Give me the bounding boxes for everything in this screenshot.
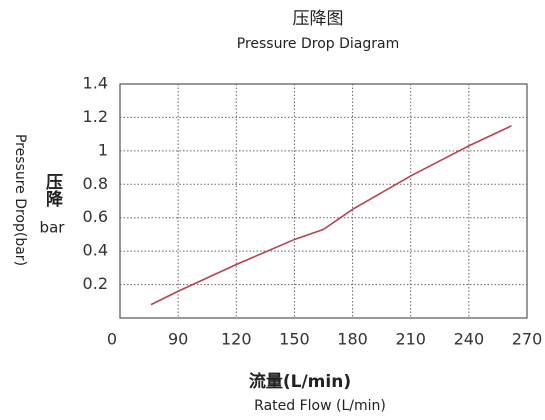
y-tick-label: 0.2 — [83, 274, 108, 293]
x-tick-label: 120 — [221, 330, 252, 349]
x-tick-label: 180 — [337, 330, 368, 349]
x-tick-label: 0 — [107, 330, 117, 349]
y-tick-label: 0.4 — [83, 241, 108, 260]
x-tick-label: 90 — [168, 330, 188, 349]
y-tick-label: 0.6 — [83, 207, 108, 226]
data-line — [150, 125, 512, 306]
x-axis-label: 流量(L/min) — [249, 371, 351, 392]
y-axis-label-cn: 压降 — [42, 173, 63, 208]
chart-title: 压降图 — [293, 9, 344, 29]
x-tick-label: 210 — [395, 330, 426, 349]
y-tick-label: 0.8 — [83, 174, 108, 193]
x-tick-label: 150 — [279, 330, 310, 349]
x-tick-label: 270 — [512, 330, 543, 349]
x-tick-label: 240 — [454, 330, 485, 349]
x-axis-label-en: Rated Flow (L/min) — [254, 398, 386, 414]
plot-frame — [119, 83, 528, 319]
y-tick-label: 1 — [98, 140, 108, 159]
chart-subtitle: Pressure Drop Diagram — [237, 36, 399, 52]
y-tick-label: 1.4 — [83, 74, 108, 93]
y-axis-label: Pressure Drop(bar) — [12, 134, 28, 266]
y-axis-unit: bar — [40, 219, 66, 237]
y-tick-label: 1.2 — [83, 107, 108, 126]
